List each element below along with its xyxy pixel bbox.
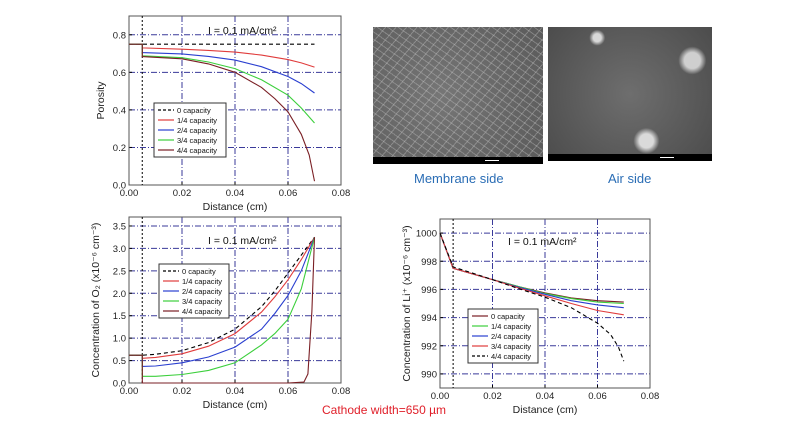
series-line: [129, 237, 316, 384]
legend-label: 3/4 capacity: [182, 297, 222, 306]
legend-label: 0 capacity: [177, 106, 211, 115]
sem-image-membrane-side: [373, 27, 543, 164]
y-tick-label: 3.0: [113, 244, 126, 255]
y-axis-label: Concentration of O₂ (x10⁻⁶ cm⁻³): [90, 223, 102, 378]
sem-info-bar: [373, 157, 543, 164]
legend-label: 0 capacity: [491, 312, 525, 321]
x-axis-label: Distance (cm): [203, 399, 268, 411]
y-tick-label: 0.0: [113, 379, 126, 390]
legend-label: 3/4 capacity: [491, 342, 531, 351]
y-tick-label: 0.0: [113, 181, 126, 192]
series-line: [439, 232, 625, 362]
y-tick-label: 0.5: [113, 356, 126, 367]
air-side-caption: Air side: [608, 171, 652, 186]
sem-image-air-side: [548, 27, 712, 161]
y-tick-label: 2.5: [113, 266, 126, 277]
current-density-annotation: I = 0.1 mA/cm²: [208, 235, 277, 247]
y-tick-label: 3.5: [113, 221, 126, 232]
x-tick-label: 0.08: [332, 386, 351, 397]
plot-frame: [128, 15, 342, 186]
x-tick-label: 0.00: [120, 386, 139, 397]
y-tick-label: 1000: [416, 229, 437, 240]
x-axis-label: Distance (cm): [513, 404, 578, 416]
cathode-width-note: Cathode width=650 µm: [322, 403, 446, 417]
legend-label: 4/4 capacity: [491, 352, 531, 361]
legend-label: 2/4 capacity: [177, 126, 217, 135]
x-axis-label: Distance (cm): [203, 201, 268, 213]
x-tick-label: 0.00: [120, 188, 139, 199]
x-tick-label: 0.08: [332, 188, 351, 199]
current-density-annotation: I = 0.1 mA/cm²: [208, 25, 277, 37]
x-tick-label: 0.06: [588, 391, 607, 402]
legend-label: 1/4 capacity: [177, 116, 217, 125]
x-tick-label: 0.04: [226, 386, 245, 397]
scale-bar: [660, 157, 674, 158]
y-tick-label: 0.6: [113, 68, 126, 79]
x-tick-label: 0.06: [279, 188, 298, 199]
y-tick-label: 996: [421, 285, 437, 296]
chart-1: 0.00 0.02 0.04 0.06 0.08 0.0 0.2 0.4 0.6 0.8 I = 0…: [95, 15, 351, 213]
series-line: [439, 232, 624, 316]
x-tick-label: 0.04: [536, 391, 555, 402]
plot-frame: [439, 218, 651, 389]
y-axis-label: Concentration of Li⁺ (x10⁻⁶ cm⁻³): [401, 225, 413, 381]
series-line: [129, 43, 315, 68]
legend-label: 2/4 capacity: [491, 332, 531, 341]
y-tick-label: 0.8: [113, 30, 126, 41]
x-tick-label: 0.04: [226, 188, 245, 199]
y-tick-label: 0.2: [113, 143, 126, 154]
y-tick-label: 1.5: [113, 311, 126, 322]
y-tick-label: 2.0: [113, 289, 126, 300]
membrane-side-caption: Membrane side: [414, 171, 504, 186]
y-tick-label: 994: [421, 313, 437, 324]
series-line: [129, 43, 316, 182]
chart-2: 0.00 0.02 0.04 0.06 0.08 0.0 0.5 1.0 1.5 2.0 2.5 3.…: [90, 216, 351, 411]
x-tick-label: 0.08: [641, 391, 660, 402]
x-tick-label: 0.00: [431, 391, 450, 402]
x-tick-label: 0.06: [279, 386, 298, 397]
legend-label: 4/4 capacity: [182, 307, 222, 316]
legend-label: 2/4 capacity: [182, 287, 222, 296]
chart-3: 0.00 0.02 0.04 0.06 0.08 990 992 994 996 998 1000 I…: [401, 218, 660, 416]
y-axis-label: Porosity: [95, 81, 107, 120]
current-density-annotation: I = 0.1 mA/cm²: [508, 236, 577, 248]
y-tick-label: 998: [421, 257, 437, 268]
sem-info-bar: [548, 154, 712, 161]
y-tick-label: 990: [421, 369, 437, 380]
legend-label: 1/4 capacity: [182, 277, 222, 286]
x-tick-label: 0.02: [173, 386, 192, 397]
scale-bar: [485, 160, 499, 161]
legend-label: 4/4 capacity: [177, 146, 217, 155]
y-tick-label: 0.4: [113, 105, 126, 116]
x-tick-label: 0.02: [483, 391, 502, 402]
legend-label: 1/4 capacity: [491, 322, 531, 331]
y-tick-label: 1.0: [113, 334, 126, 345]
x-tick-label: 0.02: [173, 188, 192, 199]
legend-label: 0 capacity: [182, 267, 216, 276]
y-tick-label: 992: [421, 341, 437, 352]
series-line: [129, 236, 315, 356]
legend-label: 3/4 capacity: [177, 136, 217, 145]
